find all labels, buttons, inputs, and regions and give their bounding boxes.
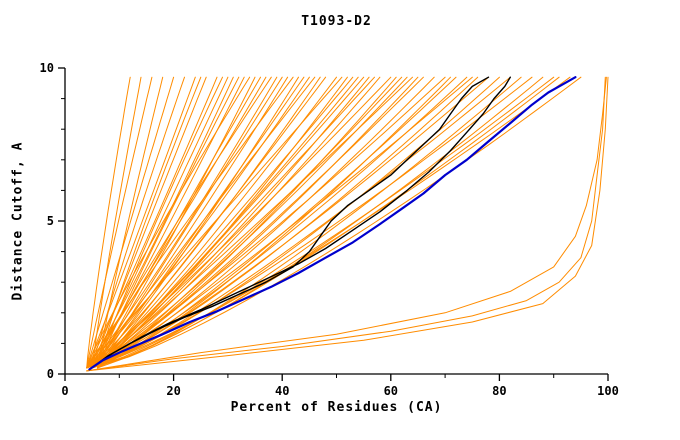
orange-outlier-3-curve <box>86 76 609 372</box>
orange-model-fan-curve <box>86 76 294 369</box>
orange-model-fan-curve <box>86 76 571 369</box>
orange-model-fan-curve <box>86 76 196 369</box>
orange-model-fan-curve <box>97 76 375 369</box>
orange-model-fan-curve <box>97 76 164 369</box>
orange-model-fan-curve <box>86 76 267 369</box>
x-axis-label: Percent of Residues (CA) <box>230 400 443 415</box>
orange-model-fan-curve <box>91 76 413 369</box>
orange-outlier-1-curve <box>86 76 606 372</box>
orange-model-fan-curve <box>97 76 424 369</box>
orange-model-fan-curve <box>86 76 533 369</box>
orange-model-fan-curve <box>86 76 392 369</box>
orange-model-fan-curve <box>97 76 202 369</box>
orange-model-fan-curve <box>86 76 343 369</box>
orange-model-fan-curve <box>86 76 175 369</box>
orange-model-fan-curve <box>86 76 310 369</box>
x-tick-label: 100 <box>597 384 619 398</box>
orange-model-fan-curve <box>86 76 359 369</box>
orange-model-fan-curve <box>91 76 299 369</box>
orange-outlier-2-curve <box>86 76 607 372</box>
black-model-2-curve <box>88 76 511 371</box>
x-tick-label: 20 <box>166 384 180 398</box>
y-tick-label: 10 <box>40 61 54 75</box>
y-tick-label: 5 <box>47 214 54 228</box>
orange-model-fan-curve <box>86 76 251 369</box>
orange-model-fan-curve <box>91 76 381 369</box>
x-tick-label: 40 <box>275 384 289 398</box>
orange-model-fan-curve <box>86 76 234 369</box>
orange-model-fan-curve <box>86 76 218 369</box>
orange-model-fan-curve <box>86 76 446 369</box>
orange-model-fan-curve <box>97 76 403 369</box>
orange-model-fan-curve <box>91 76 316 369</box>
orange-model-fan-curve <box>86 76 131 369</box>
orange-model-fan-curve <box>91 76 582 369</box>
blue-best-model-curve <box>88 76 577 371</box>
chart-title: T1093-D2 <box>301 14 372 29</box>
orange-model-fan-curve <box>86 76 153 369</box>
black-model-1-curve <box>88 76 490 371</box>
orange-model-fan-curve <box>91 76 142 369</box>
x-tick-label: 60 <box>384 384 398 398</box>
y-tick-label: 0 <box>47 367 54 381</box>
orange-model-fan-curve <box>86 76 500 369</box>
x-tick-label: 80 <box>492 384 506 398</box>
x-tick-label: 0 <box>61 384 68 398</box>
orange-model-fan-curve <box>86 76 278 369</box>
orange-model-fan-curve <box>91 76 473 369</box>
orange-model-fan-curve <box>91 76 511 369</box>
orange-model-fan-curve <box>91 76 365 369</box>
orange-model-fan-curve <box>86 76 370 369</box>
